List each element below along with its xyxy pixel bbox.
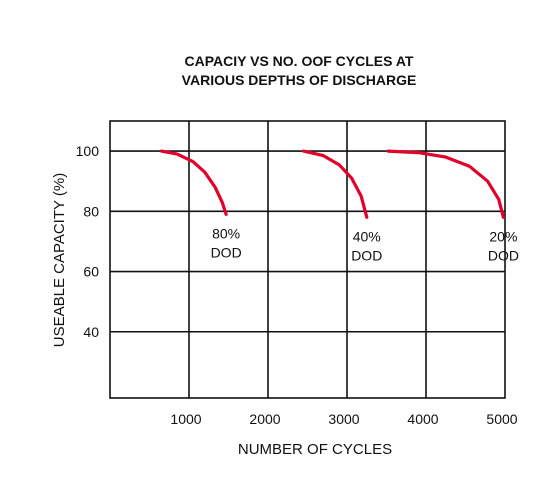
series-annotation: 80% (212, 225, 240, 241)
y-tick-label: 80 (83, 203, 99, 219)
y-axis-label: USEABLE CAPACITY (%) (51, 173, 68, 348)
y-tick-label: 60 (83, 264, 99, 280)
x-axis-label: NUMBER OF CYCLES (238, 441, 392, 458)
series-annotation: 40% (353, 228, 381, 244)
series-lines (159, 149, 505, 219)
x-tick-label: 2000 (249, 411, 280, 427)
x-tick-label: 1000 (170, 411, 201, 427)
series-annotation: DOD (488, 247, 519, 263)
series-line-3 (386, 149, 505, 219)
y-tick-label: 40 (83, 324, 99, 340)
chart-title-line-1: CAPACIY VS NO. OOF CYCLES AT (185, 53, 414, 69)
y-tick-label: 100 (76, 143, 100, 159)
grid (109, 120, 506, 399)
x-tick-label: 3000 (328, 411, 359, 427)
series-annotation: DOD (351, 247, 382, 263)
series-line-1 (159, 149, 228, 216)
series-annotation: DOD (211, 244, 242, 260)
x-tick-label: 4000 (407, 411, 438, 427)
chart-title-line-2: VARIOUS DEPTHS OF DISCHARGE (182, 72, 417, 88)
series-annotations: 80% DOD 40% DOD 20% DOD (211, 225, 519, 263)
tick-labels: 1000 2000 3000 4000 5000 40 60 80 100 (76, 143, 518, 427)
series-line-2 (301, 149, 369, 219)
x-tick-label: 5000 (486, 411, 517, 427)
plot-frame (109, 120, 506, 399)
series-annotation: 20% (489, 228, 517, 244)
